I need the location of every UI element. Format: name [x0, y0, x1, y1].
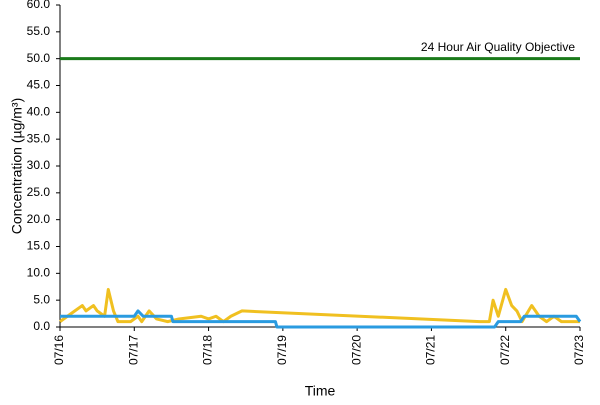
y-tick-label: 20.0 — [27, 212, 51, 226]
y-tick-label: 60.0 — [27, 0, 51, 11]
y-tick-label: 15.0 — [27, 239, 51, 253]
y-tick-label: 45.0 — [27, 78, 51, 92]
x-tick-label: 07/19 — [275, 335, 289, 365]
y-tick-label: 55.0 — [27, 24, 51, 38]
x-tick-label: 07/23 — [572, 335, 586, 365]
y-tick-label: 0.0 — [33, 319, 50, 333]
y-tick-label: 50.0 — [27, 51, 51, 65]
y-tick-label: 25.0 — [27, 185, 51, 199]
y-tick-label: 5.0 — [33, 292, 50, 306]
series-line — [60, 309, 582, 329]
y-tick-label: 40.0 — [27, 105, 51, 119]
y-tick-label: 35.0 — [27, 131, 51, 145]
reference-label: 24 Hour Air Quality Objective — [421, 40, 575, 54]
y-tick-label: 30.0 — [27, 158, 51, 172]
series-line — [59, 287, 580, 324]
x-tick-label: 07/16 — [52, 335, 66, 365]
x-tick-label: 07/21 — [424, 335, 438, 365]
x-axis-label: Time — [305, 383, 336, 399]
x-tick-label: 07/20 — [349, 335, 363, 365]
x-tick-label: 07/17 — [126, 335, 140, 365]
y-axis-label: Concentration (µg/m³) — [9, 98, 25, 234]
x-tick-label: 07/18 — [201, 335, 215, 365]
x-tick-label: 07/22 — [498, 335, 512, 365]
y-tick-label: 10.0 — [27, 266, 51, 280]
